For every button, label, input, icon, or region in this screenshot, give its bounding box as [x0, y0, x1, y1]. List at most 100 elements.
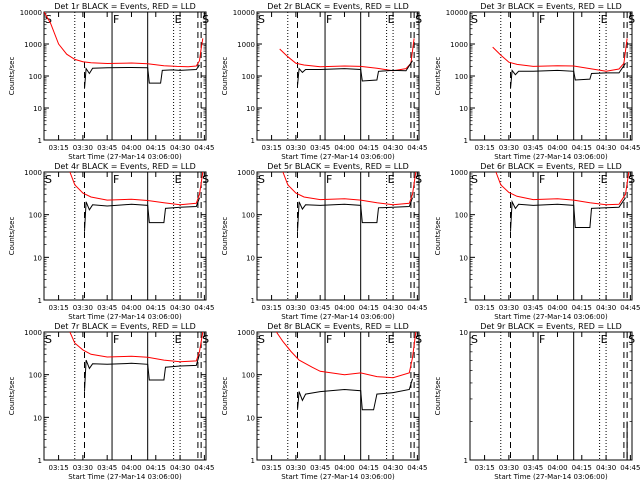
- marker-label: F: [539, 13, 545, 26]
- series-lld: [275, 332, 417, 379]
- y-tick-label: 1: [38, 457, 42, 465]
- x-tick-label: 04:45: [620, 144, 640, 152]
- y-axis-label: Counts/sec: [8, 377, 16, 416]
- x-tick-label: 03:45: [523, 464, 543, 472]
- y-tick-label: 100: [455, 73, 468, 81]
- x-tick-label: 03:15: [48, 304, 68, 312]
- x-tick-label: 03:30: [286, 304, 306, 312]
- marker-label: F: [326, 173, 332, 186]
- panel-title: Det 4r BLACK = Events, RED = LLD: [54, 162, 196, 171]
- marker-label: S: [258, 173, 265, 186]
- series-lld: [282, 172, 417, 206]
- x-tick-label: 03:15: [261, 464, 281, 472]
- x-tick-label: 04:45: [407, 144, 427, 152]
- y-tick-label: 10000: [233, 9, 255, 17]
- marker-label: F: [113, 173, 119, 186]
- y-tick-label: 100: [242, 212, 255, 220]
- y-tick-label: 10000: [20, 9, 42, 17]
- y-tick-label: 1: [38, 137, 42, 145]
- marker-label: S: [45, 173, 52, 186]
- y-tick-label: 1: [464, 137, 468, 145]
- marker-label: E: [388, 13, 395, 26]
- marker-label: S: [471, 333, 478, 346]
- plot-frame: [469, 11, 633, 141]
- marker-label: S: [258, 333, 265, 346]
- y-tick-label: 1000: [450, 41, 468, 49]
- x-axis-label: Start Time (27-Mar-14 03:06:00): [281, 473, 395, 480]
- series-events: [84, 354, 200, 392]
- x-tick-label: 04:30: [596, 464, 616, 472]
- marker-label: S: [202, 333, 209, 346]
- series-events: [297, 197, 413, 232]
- y-tick-label: 10: [459, 254, 468, 262]
- y-tick-label: 1: [464, 297, 468, 305]
- plot-frame: [256, 11, 420, 141]
- x-tick-label: 04:00: [334, 464, 354, 472]
- y-axis-label: Counts/sec: [434, 217, 442, 256]
- series-events: [84, 197, 200, 232]
- series-events: [510, 197, 626, 232]
- plot-frame: [469, 331, 633, 461]
- x-tick-label: 03:45: [523, 304, 543, 312]
- panel-title: Det 3r BLACK = Events, RED = LLD: [480, 2, 622, 11]
- y-tick-label: 100: [455, 212, 468, 220]
- x-tick-label: 04:15: [146, 304, 166, 312]
- y-tick-label: 10: [459, 329, 468, 337]
- x-tick-label: 04:15: [572, 144, 592, 152]
- x-tick-label: 04:15: [359, 304, 379, 312]
- y-axis-label: Counts/sec: [8, 217, 16, 256]
- x-tick-label: 03:30: [286, 144, 306, 152]
- plot-frame: [43, 171, 207, 301]
- x-tick-label: 03:30: [73, 304, 93, 312]
- panel-det-3: Det 3r BLACK = Events, RED = LLD 1 10 100 10…: [434, 2, 640, 161]
- y-tick-label: 100: [29, 73, 42, 81]
- y-tick-label: 100: [242, 73, 255, 81]
- x-tick-label: 04:15: [146, 464, 166, 472]
- marker-label: E: [601, 13, 608, 26]
- y-tick-label: 10: [33, 105, 42, 113]
- plot-frame: [43, 331, 207, 461]
- x-tick-label: 04:30: [170, 144, 190, 152]
- x-tick-label: 04:00: [334, 144, 354, 152]
- marker-label: S: [415, 173, 422, 186]
- panel-title: Det 7r BLACK = Events, RED = LLD: [54, 322, 196, 331]
- x-tick-label: 04:00: [547, 304, 567, 312]
- y-tick-label: 1000: [237, 329, 255, 337]
- x-axis-label: Start Time (27-Mar-14 03:06:00): [281, 153, 395, 161]
- x-tick-label: 04:00: [121, 464, 141, 472]
- x-tick-label: 03:45: [310, 144, 330, 152]
- marker-label: E: [388, 173, 395, 186]
- x-tick-label: 04:00: [334, 304, 354, 312]
- series-lld: [492, 38, 628, 72]
- y-axis-label: Counts/sec: [221, 217, 229, 256]
- y-tick-label: 1000: [237, 41, 255, 49]
- y-axis-label: Counts/sec: [434, 57, 442, 96]
- y-tick-label: 10000: [446, 9, 468, 17]
- panel-det-1: Det 1r BLACK = Events, RED = LLD 1 10 100 10…: [8, 2, 214, 161]
- x-tick-label: 04:30: [383, 464, 403, 472]
- y-tick-label: 1: [251, 297, 255, 305]
- y-tick-label: 10: [33, 414, 42, 422]
- x-tick-label: 03:30: [73, 144, 93, 152]
- series-lld: [495, 172, 630, 206]
- x-tick-label: 04:30: [170, 464, 190, 472]
- plot-frame: [256, 171, 420, 301]
- x-tick-label: 04:00: [547, 464, 567, 472]
- x-tick-label: 03:15: [474, 304, 494, 312]
- y-tick-label: 10: [246, 414, 255, 422]
- y-tick-label: 1000: [450, 169, 468, 177]
- x-tick-label: 04:15: [359, 464, 379, 472]
- marker-label: E: [601, 333, 608, 346]
- plot-frame: [469, 171, 633, 301]
- marker-label: S: [471, 13, 478, 26]
- x-tick-label: 04:00: [547, 144, 567, 152]
- plot-frame: [43, 11, 207, 141]
- marker-label: S: [415, 333, 422, 346]
- marker-label: E: [175, 13, 182, 26]
- x-tick-label: 04:00: [121, 304, 141, 312]
- x-axis-label: Start Time (27-Mar-14 03:06:00): [494, 153, 608, 161]
- marker-label: F: [539, 333, 545, 346]
- marker-label: S: [628, 13, 635, 26]
- marker-label: E: [388, 333, 395, 346]
- panel-det-4: Det 4r BLACK = Events, RED = LLD 1 10 100 10…: [8, 162, 214, 321]
